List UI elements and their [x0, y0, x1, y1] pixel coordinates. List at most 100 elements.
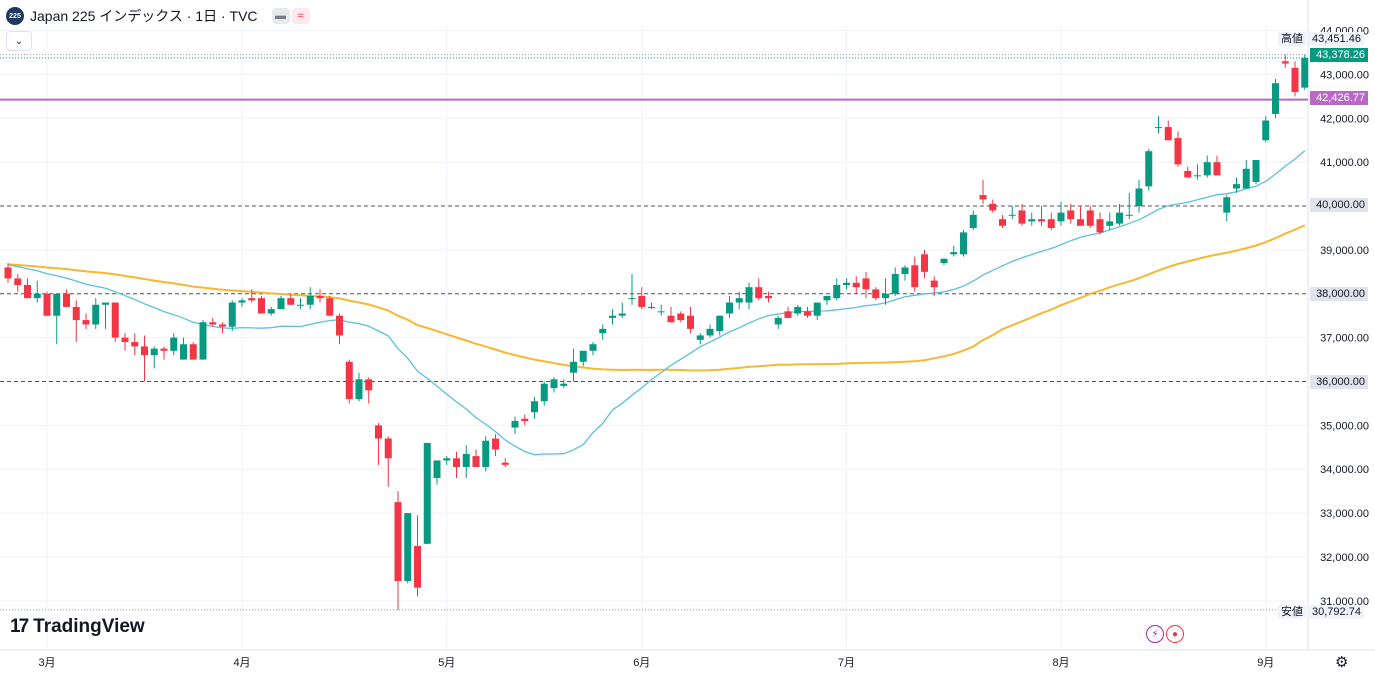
candle-body: [297, 304, 304, 306]
candle-body: [726, 302, 733, 314]
candle-body: [716, 315, 724, 332]
candle-body: [170, 337, 178, 351]
candle-body: [102, 302, 109, 305]
candle-body: [1213, 162, 1221, 176]
candle-body: [735, 298, 743, 303]
candle-body: [901, 267, 909, 275]
candle-body: [891, 274, 899, 294]
y-tick-label: 43,000.00: [1320, 69, 1369, 81]
x-tick-label: 3月: [38, 657, 55, 669]
candle-body: [1301, 57, 1309, 88]
market-status[interactable]: ▬ ≈: [271, 8, 310, 24]
candle-body: [482, 440, 490, 468]
candle-body: [1174, 138, 1182, 165]
candle-body: [618, 313, 626, 316]
candle-body: [1106, 221, 1114, 226]
candle-body: [462, 453, 470, 468]
candle-body: [316, 295, 324, 299]
candle-body: [375, 425, 382, 439]
candle-body: [4, 267, 12, 279]
candle-body: [1077, 219, 1084, 226]
candle-body: [82, 320, 90, 325]
symbol-logo: 225: [6, 7, 24, 25]
candle-body: [823, 295, 831, 301]
ma-slow-line: [7, 224, 1306, 372]
tradingview-wordmark: TradingView: [33, 616, 145, 637]
candle-body: [657, 311, 665, 313]
candle-body: [33, 293, 41, 299]
candle-body: [1047, 219, 1055, 228]
candle-body: [150, 348, 158, 356]
tradingview-logo[interactable]: 17 TradingView: [10, 616, 145, 638]
candle-body: [1057, 212, 1065, 222]
candle-body: [950, 252, 958, 255]
candle-body: [1291, 67, 1299, 92]
candle-body: [628, 298, 636, 300]
candle-body: [287, 298, 295, 305]
candle-body: [443, 458, 451, 461]
candle-body: [570, 361, 577, 373]
candle-body: [336, 315, 343, 336]
candle-body: [599, 328, 607, 334]
y-tick-label: 35,000.00: [1320, 420, 1369, 432]
candle-body: [1067, 210, 1075, 220]
candle-body: [14, 278, 22, 286]
y-tick-label: 32,000.00: [1320, 552, 1369, 564]
candle-body: [365, 379, 373, 391]
candle-body: [804, 311, 811, 316]
candle-body: [989, 203, 997, 211]
low-label-value: 30,792.74: [1309, 605, 1364, 619]
candle-body: [1155, 127, 1162, 129]
candle-body: [638, 295, 646, 307]
x-tick-label: 8月: [1052, 657, 1069, 669]
y-tick-label: 39,000.00: [1320, 245, 1369, 257]
candle-body: [501, 462, 509, 465]
candle-body: [550, 379, 558, 389]
candle-body: [394, 502, 402, 582]
candle-body: [940, 258, 948, 264]
lightning-icon[interactable]: ⚡: [1146, 625, 1164, 643]
candle-body: [453, 458, 460, 468]
x-tick-label: 9月: [1257, 657, 1274, 669]
y-tick-label: 41,000.00: [1320, 157, 1369, 169]
wave-icon: ≈: [291, 8, 310, 24]
symbol-header: 225 Japan 225 インデックス · 1日 · TVC ▬ ≈: [6, 6, 310, 26]
candle-body: [1262, 120, 1270, 141]
candle-body: [911, 265, 919, 288]
candle-body: [248, 298, 256, 301]
settings-gear-icon[interactable]: ⚙: [1335, 654, 1349, 671]
candle-body: [414, 546, 421, 588]
candle-body: [609, 315, 616, 318]
candle-body: [433, 460, 441, 479]
candle-body: [72, 306, 80, 321]
record-icon[interactable]: ●: [1166, 625, 1184, 643]
candle-body: [258, 298, 265, 314]
candle-body: [121, 337, 129, 343]
candle-body: [131, 342, 139, 347]
candle-body: [326, 298, 334, 316]
bottom-tools: ⚡ ●: [1146, 625, 1184, 643]
candle-body: [63, 293, 70, 307]
candle-body: [189, 344, 197, 360]
candle-body: [1096, 219, 1104, 233]
y-tick-label: 37,000.00: [1320, 333, 1369, 345]
candle-body: [999, 219, 1006, 226]
candle-body: [979, 195, 987, 200]
candle-body: [209, 322, 217, 325]
candle-body: [531, 401, 538, 413]
candle-body: [687, 315, 694, 329]
candle-body: [882, 293, 889, 299]
x-tick-label: 4月: [233, 657, 250, 669]
minus-icon: ▬: [271, 8, 290, 24]
candle-body: [1164, 127, 1172, 141]
level-tag-40000: 40,000.00: [1310, 198, 1368, 212]
candle-body: [648, 306, 655, 308]
candle-body: [511, 420, 519, 428]
candle-body: [24, 285, 31, 299]
collapse-legend-button[interactable]: ⌄: [6, 31, 32, 51]
candle-body: [219, 324, 226, 327]
symbol-title[interactable]: Japan 225 インデックス · 1日 · TVC: [30, 8, 258, 24]
candle-body: [1223, 197, 1231, 213]
candle-body: [228, 302, 236, 327]
